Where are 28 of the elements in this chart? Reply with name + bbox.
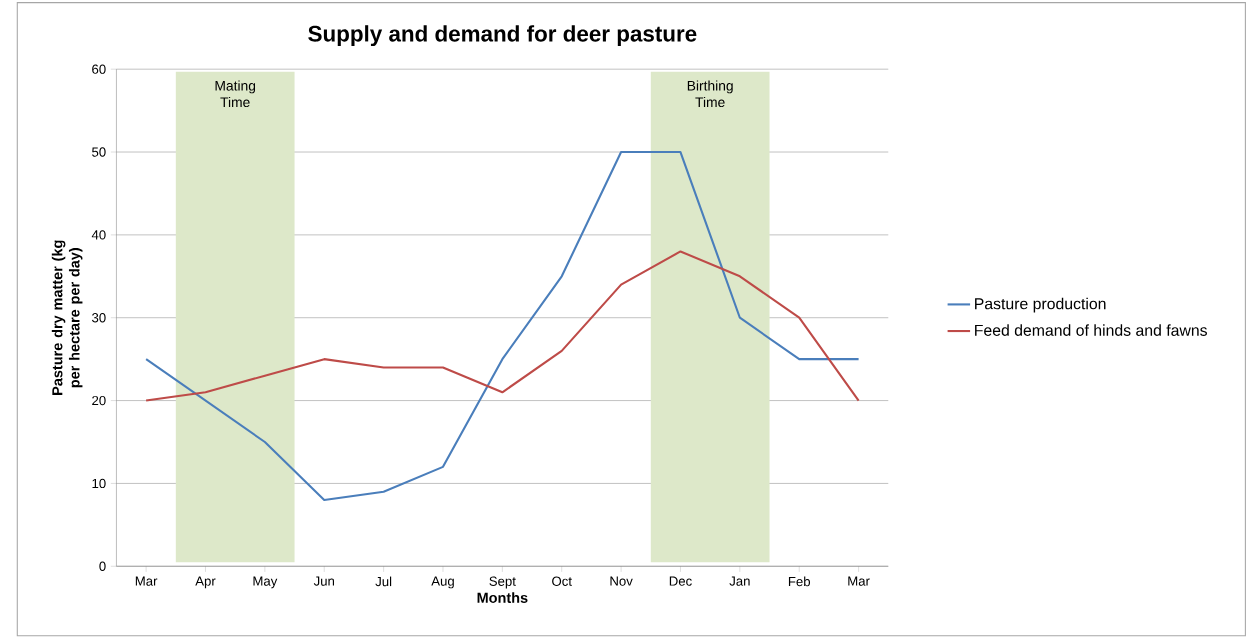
- y-tick-label: 60: [92, 64, 106, 74]
- x-tick-label: Feb: [788, 576, 811, 587]
- x-tick-label: Aug: [431, 576, 454, 589]
- y-tick-label: 30: [92, 312, 106, 323]
- legend-label: Pasture production: [975, 297, 1106, 313]
- y-tick-label: 50: [92, 147, 106, 157]
- y-axis-title: Pasture dry matter (kg per hectare per day): [51, 240, 83, 395]
- x-tick-label: May: [253, 576, 278, 589]
- x-tick-label: Mar: [848, 576, 870, 586]
- x-tick-label: Nov: [610, 576, 633, 586]
- x-tick-label: Mar: [135, 576, 158, 586]
- y-tick-label: 20: [92, 395, 106, 406]
- x-tick-label: Jan: [729, 576, 750, 586]
- y-tick-label: 10: [92, 478, 106, 488]
- x-tick-label: Apr: [195, 576, 216, 589]
- x-tick-label: Oct: [552, 576, 572, 586]
- band-label: Mating Time: [215, 80, 256, 107]
- chart-title: Supply and demand for deer pasture: [308, 25, 697, 46]
- x-tick-label: Jun: [313, 576, 334, 586]
- x-axis-title: Months: [477, 592, 528, 603]
- band-label: Birthing Time: [687, 80, 733, 107]
- y-tick-label: 0: [99, 561, 106, 571]
- x-tick-label: Jul: [375, 576, 392, 587]
- x-tick-label: Sept: [489, 576, 516, 589]
- line-series: [145, 250, 860, 402]
- legend-label: Feed demand of hinds and fawns: [975, 324, 1207, 336]
- x-tick-label: Dec: [669, 576, 692, 586]
- y-tick-label: 40: [91, 230, 106, 240]
